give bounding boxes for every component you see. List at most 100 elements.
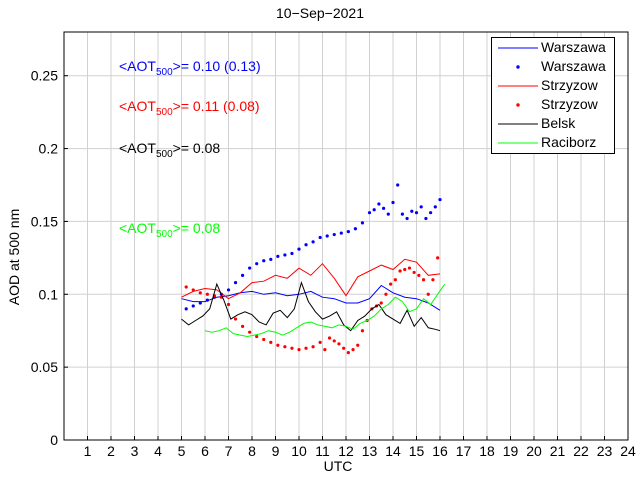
data-point-strzyzow: [389, 282, 393, 286]
data-point-strzyzow: [337, 342, 341, 346]
data-point-strzyzow: [248, 330, 252, 334]
annotation-prefix: <AOT: [119, 140, 156, 156]
data-point-warszawa: [304, 243, 308, 247]
data-point-warszawa: [290, 251, 294, 256]
data-point-strzyzow: [426, 292, 430, 296]
x-tick-label: 16: [432, 443, 448, 459]
x-tick-label: 24: [620, 443, 636, 459]
legend-swatch-line: [498, 47, 538, 49]
x-tick-label: 1: [84, 443, 92, 459]
x-tick-label: 13: [362, 443, 378, 459]
x-tick-label: 19: [503, 443, 519, 459]
data-point-warszawa: [414, 211, 419, 215]
data-point-strzyzow: [191, 288, 195, 292]
data-point-strzyzow: [436, 256, 440, 260]
annotation-strzyzow-mean: <AOT500>= 0.11 (0.08): [119, 98, 260, 118]
x-tick-label: 22: [573, 443, 589, 459]
legend-entry-strzyzow-dots: Strzyzow: [492, 95, 614, 114]
data-point-strzyzow: [412, 270, 416, 275]
data-point-warszawa: [241, 273, 245, 277]
x-tick-label: 23: [597, 443, 613, 459]
legend-label: Raciborz: [541, 134, 597, 150]
legend-entry-raciborz-line: Raciborz: [492, 133, 614, 152]
annotation-subscript: 500: [155, 229, 173, 240]
data-point-strzyzow: [290, 346, 294, 350]
data-point-warszawa: [191, 304, 195, 308]
data-point-strzyzow: [311, 345, 315, 349]
data-point-warszawa: [248, 266, 252, 270]
data-point-warszawa: [339, 231, 343, 235]
data-point-strzyzow: [304, 346, 308, 350]
data-point-strzyzow: [384, 292, 388, 296]
data-point-strzyzow: [241, 324, 245, 328]
data-point-strzyzow: [417, 273, 421, 277]
legend-label: Warszawa: [541, 39, 606, 55]
x-tick-label: 3: [131, 443, 139, 459]
x-tick-label: 8: [248, 443, 256, 459]
data-point-warszawa: [255, 262, 259, 266]
data-point-warszawa: [391, 200, 395, 205]
data-point-warszawa: [184, 307, 188, 311]
x-tick-label: 7: [225, 443, 233, 459]
data-point-warszawa: [438, 197, 442, 202]
annotation-prefix: <AOT: [119, 220, 156, 236]
legend-label: Warszawa: [541, 58, 606, 74]
x-tick-label: 20: [526, 443, 542, 459]
data-point-strzyzow: [283, 345, 287, 349]
x-tick-label: 5: [178, 443, 186, 459]
y-tick-label: 0.1: [39, 286, 59, 302]
x-tick-label: 4: [154, 443, 162, 459]
x-tick-label: 9: [272, 443, 280, 459]
annotation-subscript: 500: [155, 67, 173, 78]
data-point-warszawa: [367, 211, 372, 215]
x-tick-label: 15: [409, 443, 425, 459]
data-point-warszawa: [386, 212, 390, 216]
data-point-strzyzow: [255, 334, 259, 339]
annotation-prefix: <AOT: [119, 58, 156, 74]
annotation-value: >= 0.08: [172, 220, 221, 236]
data-point-strzyzow: [407, 266, 412, 270]
legend-swatch-dot: [516, 103, 520, 107]
series-line-belsk: [181, 280, 441, 332]
data-point-strzyzow: [342, 346, 346, 350]
data-point-warszawa: [276, 254, 280, 258]
x-tick-label: 14: [385, 443, 401, 459]
data-point-warszawa: [332, 232, 336, 237]
data-point-warszawa: [424, 216, 428, 221]
legend-label: Belsk: [541, 115, 576, 131]
y-tick-label: 0.15: [31, 213, 58, 229]
tick-layer: 1 2 3 4 5 6 7 8 9 10 11 12 13 14 15 16 17 18 19 20 21 22 23 240…: [31, 68, 636, 459]
data-point-warszawa: [325, 234, 329, 238]
data-point-strzyzow: [379, 301, 383, 305]
x-tick-label: 17: [456, 443, 472, 459]
x-tick-label: 21: [550, 443, 566, 459]
x-tick-label: 6: [201, 443, 209, 459]
series-layer: [181, 183, 446, 355]
annotation-prefix: <AOT: [119, 98, 156, 114]
legend-entry-warszawa-dots: Warszawa: [492, 57, 614, 76]
data-point-strzyzow: [403, 267, 407, 272]
data-point-strzyzow: [198, 291, 202, 295]
data-point-strzyzow: [262, 337, 266, 342]
data-point-strzyzow: [360, 329, 365, 333]
chart-title: 10−Sep−2021: [276, 5, 364, 21]
data-point-warszawa: [318, 235, 322, 240]
data-point-strzyzow: [398, 269, 402, 273]
data-point-warszawa: [353, 227, 357, 231]
annotation-value: >= 0.11 (0.08): [172, 98, 260, 114]
data-point-warszawa: [360, 221, 365, 225]
series-line-raciborz: [204, 283, 446, 338]
legend-label: Strzyzow: [541, 96, 598, 112]
data-point-strzyzow: [332, 339, 336, 343]
legend-entry-belsk-line: Belsk: [492, 114, 614, 133]
data-point-strzyzow: [318, 340, 322, 344]
annotation-value: >= 0.10 (0.13): [172, 58, 261, 74]
data-point-strzyzow: [431, 278, 435, 282]
data-point-strzyzow: [205, 292, 209, 296]
data-point-strzyzow: [226, 302, 231, 307]
legend-swatch-line: [498, 85, 538, 87]
data-point-strzyzow: [351, 348, 355, 352]
legend-entry-strzyzow-line: Strzyzow: [492, 76, 614, 95]
data-point-warszawa: [372, 208, 376, 212]
